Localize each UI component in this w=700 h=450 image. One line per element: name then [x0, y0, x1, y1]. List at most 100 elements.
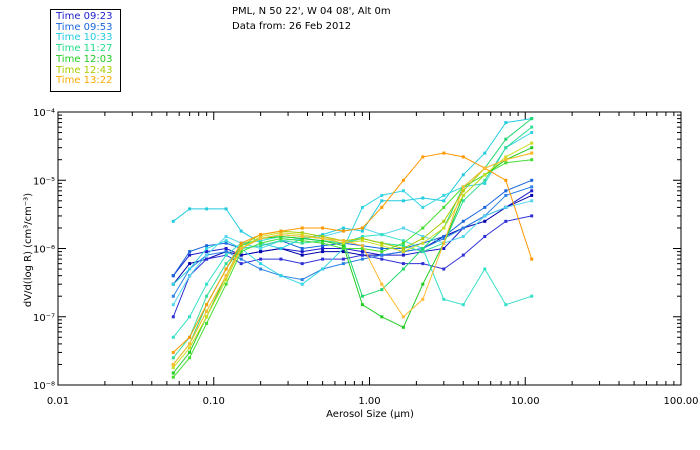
data-point [205, 253, 209, 257]
data-point [380, 257, 384, 261]
data-point [530, 214, 534, 218]
data-point [530, 185, 534, 189]
data-point [504, 303, 508, 307]
x-axis-label: Aerosol Size (µm) [326, 409, 414, 420]
series-group [171, 151, 534, 366]
data-point [279, 237, 283, 240]
data-point [259, 241, 263, 245]
data-point [321, 267, 325, 271]
data-point [279, 274, 283, 278]
y-tick-label: 10⁻⁶ [33, 245, 55, 256]
data-point [380, 205, 384, 209]
data-point [321, 237, 325, 240]
data-point [401, 226, 405, 230]
data-point [259, 244, 263, 248]
data-point [360, 303, 364, 307]
data-point [171, 375, 175, 379]
data-point [380, 244, 384, 248]
data-point [188, 356, 192, 360]
data-point [483, 205, 487, 209]
data-point [504, 137, 508, 141]
data-point [259, 235, 263, 238]
data-point [442, 193, 446, 197]
data-point [188, 274, 192, 278]
x-tick-label: 0.01 [47, 396, 69, 407]
data-date: Data from: 26 Feb 2012 [232, 21, 352, 32]
data-point [188, 207, 192, 211]
data-point [171, 294, 175, 298]
data-point [401, 244, 405, 248]
data-point [279, 233, 283, 237]
data-point [360, 235, 364, 238]
data-point [504, 155, 508, 159]
legend-item: Time 13:22 [56, 75, 113, 87]
data-point [259, 257, 263, 261]
data-point [259, 239, 263, 243]
x-tick-label: 1.00 [358, 396, 380, 407]
data-point [300, 233, 304, 237]
data-point [188, 262, 192, 266]
data-point [300, 282, 304, 286]
data-point [239, 253, 243, 257]
data-point [360, 205, 364, 209]
data-point [401, 325, 405, 329]
data-point [224, 207, 228, 211]
data-point [341, 262, 345, 266]
data-point [205, 250, 209, 254]
data-point [421, 196, 425, 200]
data-point [239, 229, 243, 233]
data-point [300, 237, 304, 240]
data-point [300, 262, 304, 266]
data-point [421, 237, 425, 240]
data-point [205, 315, 209, 319]
data-point [205, 207, 209, 211]
data-point [530, 141, 534, 145]
data-point [321, 226, 325, 230]
data-point [341, 257, 345, 261]
data-point [530, 125, 534, 129]
data-point [224, 274, 228, 278]
data-point [239, 250, 243, 254]
data-point [259, 247, 263, 250]
data-point [461, 173, 465, 177]
data-point [401, 262, 405, 266]
data-point [461, 226, 465, 230]
data-point [239, 244, 243, 248]
data-point [380, 199, 384, 203]
data-point [380, 288, 384, 292]
data-point [171, 335, 175, 339]
data-point [300, 247, 304, 250]
data-point [530, 193, 534, 197]
data-point [461, 189, 465, 193]
data-point [171, 315, 175, 319]
data-point [360, 244, 364, 248]
data-point [300, 253, 304, 257]
data-point [321, 247, 325, 250]
legend-item: Time 09:53 [56, 21, 113, 33]
data-point [321, 241, 325, 245]
data-point [442, 237, 446, 240]
x-tick-label: 10.00 [511, 396, 540, 407]
data-point [279, 231, 283, 235]
data-point [321, 257, 325, 261]
data-point [300, 235, 304, 238]
data-point [483, 235, 487, 238]
data-point [421, 226, 425, 230]
data-point [442, 226, 446, 230]
data-point [530, 189, 534, 193]
data-point [360, 239, 364, 243]
legend-item: Time 10:33 [56, 32, 113, 44]
data-point [380, 247, 384, 250]
data-point [279, 239, 283, 243]
data-point [442, 199, 446, 203]
data-point [504, 146, 508, 150]
data-point [442, 151, 446, 155]
data-point [504, 161, 508, 165]
data-point [530, 257, 534, 261]
data-point [188, 350, 192, 354]
data-point [321, 233, 325, 237]
data-point [205, 257, 209, 261]
data-point [279, 235, 283, 238]
data-point [442, 205, 446, 209]
data-point [360, 226, 364, 230]
